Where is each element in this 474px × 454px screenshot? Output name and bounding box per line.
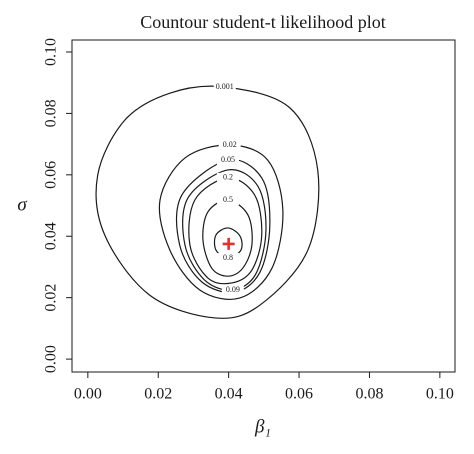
mle-marker bbox=[222, 237, 235, 250]
x-axis-label: β₁ bbox=[254, 416, 271, 437]
chart-title: Countour student-t likelihood plot bbox=[140, 12, 386, 32]
contour-label-bg bbox=[216, 155, 239, 166]
x-tick-label: 0.02 bbox=[144, 386, 172, 403]
x-tick-label: 0.08 bbox=[355, 386, 383, 403]
contour-label: 0.5 bbox=[223, 195, 233, 204]
contour-label: 0.05 bbox=[221, 155, 235, 164]
contour-label: 0.001 bbox=[216, 82, 234, 91]
y-tick-label: 0.02 bbox=[43, 284, 60, 312]
contour-label-bg bbox=[213, 81, 236, 92]
x-tick-label: 0.04 bbox=[215, 386, 243, 403]
contour-label: 0.09 bbox=[226, 285, 240, 294]
contour-label-bg bbox=[221, 284, 244, 295]
y-tick-label: 0.00 bbox=[43, 345, 60, 373]
x-tick-label: 0.10 bbox=[426, 386, 454, 403]
y-tick-label: 0.10 bbox=[43, 38, 60, 66]
contour-line bbox=[188, 177, 263, 285]
contour-line bbox=[202, 199, 253, 277]
contour-label: 0.02 bbox=[223, 140, 237, 149]
y-axis-label: σ bbox=[17, 194, 27, 215]
contour-label-bg bbox=[216, 172, 239, 183]
contour-label-bg bbox=[216, 253, 239, 264]
contour-line bbox=[182, 169, 267, 291]
x-tick-label: 0.06 bbox=[285, 386, 313, 403]
contour-label-bg bbox=[216, 195, 239, 206]
contour-line bbox=[95, 85, 320, 319]
contour-label: 0.2 bbox=[223, 173, 233, 182]
contour-label: 0.8 bbox=[223, 253, 233, 262]
x-tick-label: 0.00 bbox=[74, 386, 102, 403]
contour-label-bg bbox=[218, 140, 241, 151]
contour-line bbox=[158, 144, 284, 300]
y-tick-label: 0.04 bbox=[43, 222, 60, 250]
y-tick-label: 0.06 bbox=[43, 161, 60, 189]
plot-frame bbox=[71, 39, 456, 373]
y-tick-label: 0.08 bbox=[43, 99, 60, 127]
